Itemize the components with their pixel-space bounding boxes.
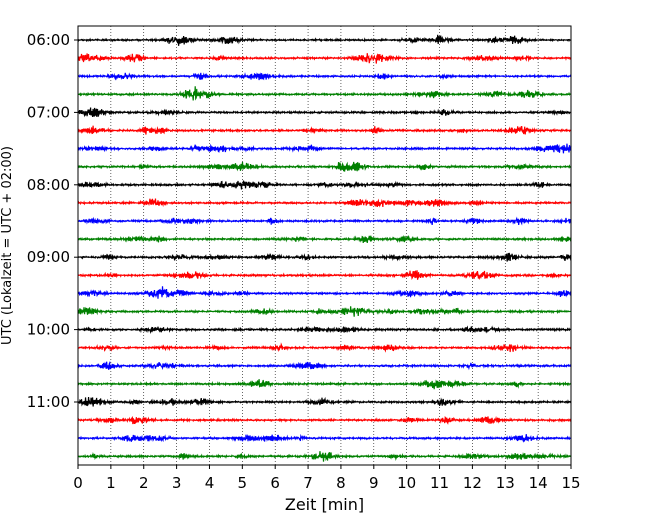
trace-line-0815 (77, 198, 572, 208)
trace-line-0915 (77, 270, 572, 281)
x-tick-label: 0 (73, 474, 83, 492)
trace-line-1030 (77, 360, 572, 371)
x-tick-label: 4 (205, 474, 215, 492)
trace-line-0615 (77, 53, 572, 64)
x-tick-label: 8 (336, 474, 346, 492)
y-tick-label: 08:00 (27, 176, 70, 194)
trace-line-0900 (77, 252, 572, 262)
trace-line-0800 (77, 180, 572, 190)
x-tick-label: 6 (270, 474, 280, 492)
x-tick-label: 9 (369, 474, 379, 492)
trace-line-1100 (77, 396, 572, 407)
trace-group (77, 34, 572, 462)
trace-line-0630 (77, 72, 572, 81)
x-tick-label: 12 (463, 474, 482, 492)
x-tick-label: 2 (139, 474, 149, 492)
trace-line-0730 (77, 143, 572, 154)
x-tick-label: 14 (529, 474, 548, 492)
x-tick-label: 10 (397, 474, 416, 492)
trace-line-0845 (77, 234, 572, 244)
x-tick-label: 15 (561, 474, 580, 492)
x-tick-label: 13 (496, 474, 515, 492)
trace-line-0700 (77, 107, 572, 118)
x-tick-label: 7 (303, 474, 313, 492)
y-axis-label: UTC (Lokalzeit = UTC + 02:00) (0, 146, 15, 345)
y-tick-label: 10:00 (27, 321, 70, 339)
trace-line-1130 (77, 433, 572, 443)
trace-line-0715 (77, 125, 572, 135)
x-tick-label: 1 (106, 474, 116, 492)
y-tick-label: 06:00 (27, 31, 70, 49)
y-tick-label: 11:00 (27, 393, 70, 411)
y-tick-label: 09:00 (27, 248, 70, 266)
x-axis-ticks: 0 1 2 3 4 5 6 7 8 9 10 11 12 13 14 15 (73, 465, 581, 492)
x-axis-label: Zeit [min] (285, 495, 364, 514)
plot-frame (77, 25, 572, 466)
trace-line-0930 (77, 286, 572, 299)
trace-line-0745 (77, 161, 572, 172)
x-tick-label: 3 (172, 474, 182, 492)
vertical-gridlines (110, 26, 539, 465)
x-tick-label: 5 (238, 474, 248, 492)
trace-line-1015 (77, 342, 572, 353)
trace-line-0645 (77, 86, 572, 101)
trace-line-1000 (77, 325, 572, 335)
trace-line-1145 (77, 451, 572, 462)
trace-line-0945 (77, 306, 572, 317)
trace-line-1115 (77, 415, 572, 425)
trace-line-0830 (77, 216, 572, 226)
y-axis-ticks: 06:00 07:00 08:00 09:00 10:00 11:00 (27, 31, 78, 411)
trace-line-0600 (77, 34, 572, 46)
trace-line-1045 (77, 379, 572, 390)
x-tick-label: 11 (430, 474, 449, 492)
y-tick-label: 07:00 (27, 103, 70, 121)
